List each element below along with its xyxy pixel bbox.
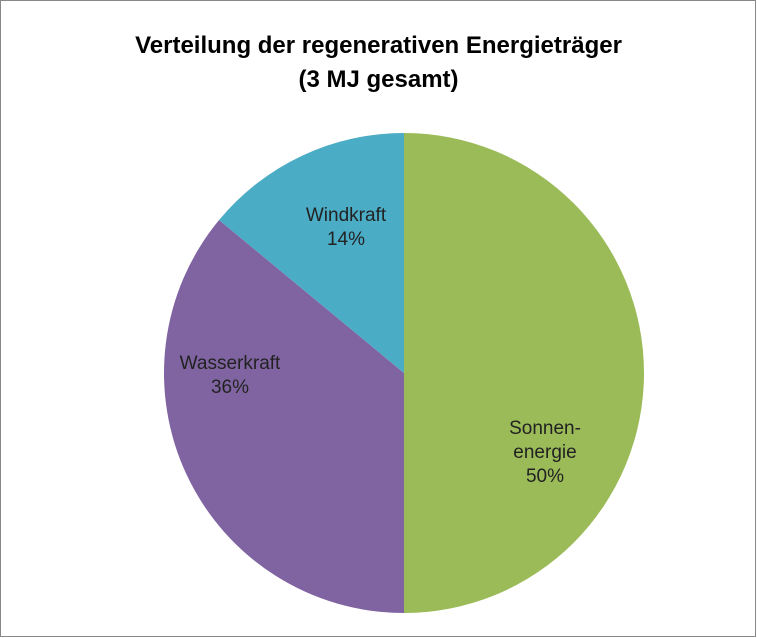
slice-value: 14%: [326, 229, 366, 250]
slice-value: 36%: [210, 377, 250, 398]
slice-label: Wasserkraft 36%: [180, 352, 281, 400]
slice-label: Sonnen- energie 50%: [509, 417, 581, 489]
slice-value: 50%: [525, 466, 565, 487]
pie-slice: [164, 220, 404, 613]
slice-category: Wasserkraft: [179, 353, 281, 374]
chart-subtitle: (3 MJ gesamt): [298, 66, 459, 93]
slice-category: Sonnen- energie: [509, 418, 581, 463]
chart-title: Verteilung der regenerativen Energieträg…: [135, 32, 622, 59]
pie-slice: [404, 133, 644, 613]
pie-slice: [219, 133, 404, 373]
slice-label: Windkraft 14%: [306, 204, 386, 252]
slice-category: Windkraft: [305, 205, 387, 226]
